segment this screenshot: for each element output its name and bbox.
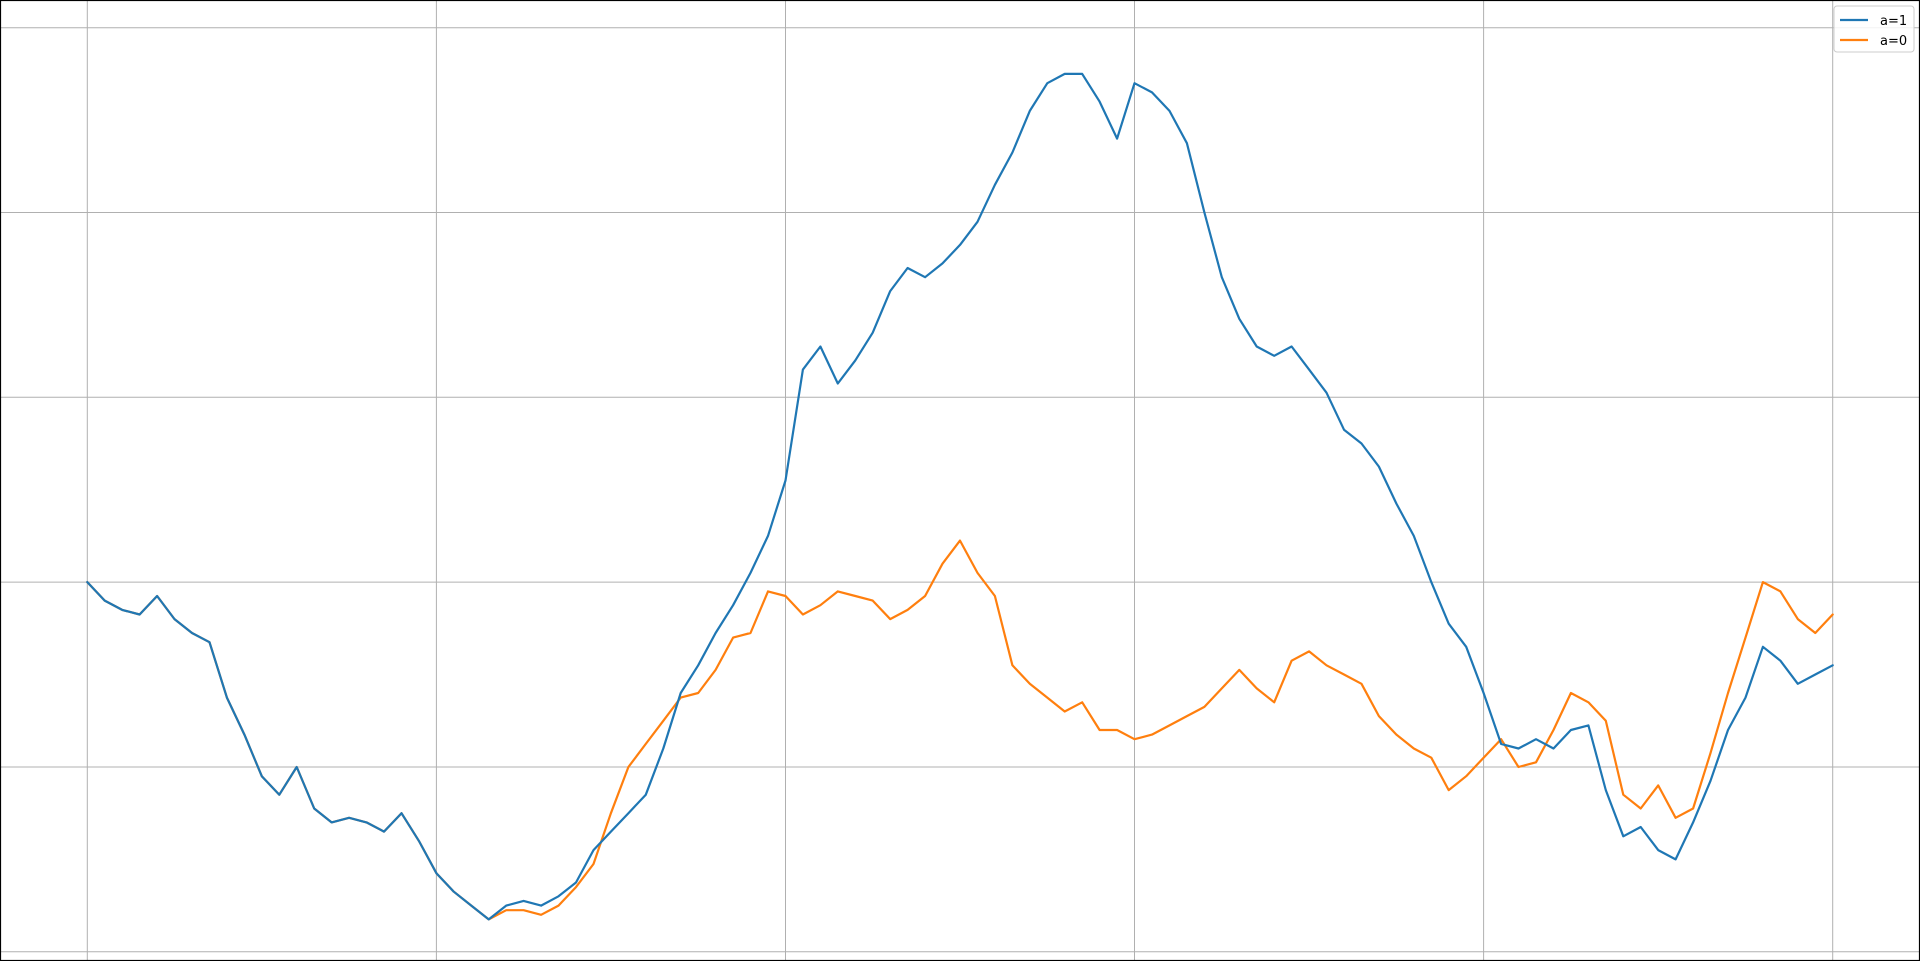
series-line-0 <box>86 72 1834 921</box>
legend-label-a1: a=1 <box>1880 14 1907 29</box>
legend-label-a0: a=0 <box>1880 34 1907 49</box>
series-lines <box>86 72 1834 921</box>
legend: a=1 a=0 <box>1833 5 1915 53</box>
y-grid-lines <box>0 27 1920 953</box>
